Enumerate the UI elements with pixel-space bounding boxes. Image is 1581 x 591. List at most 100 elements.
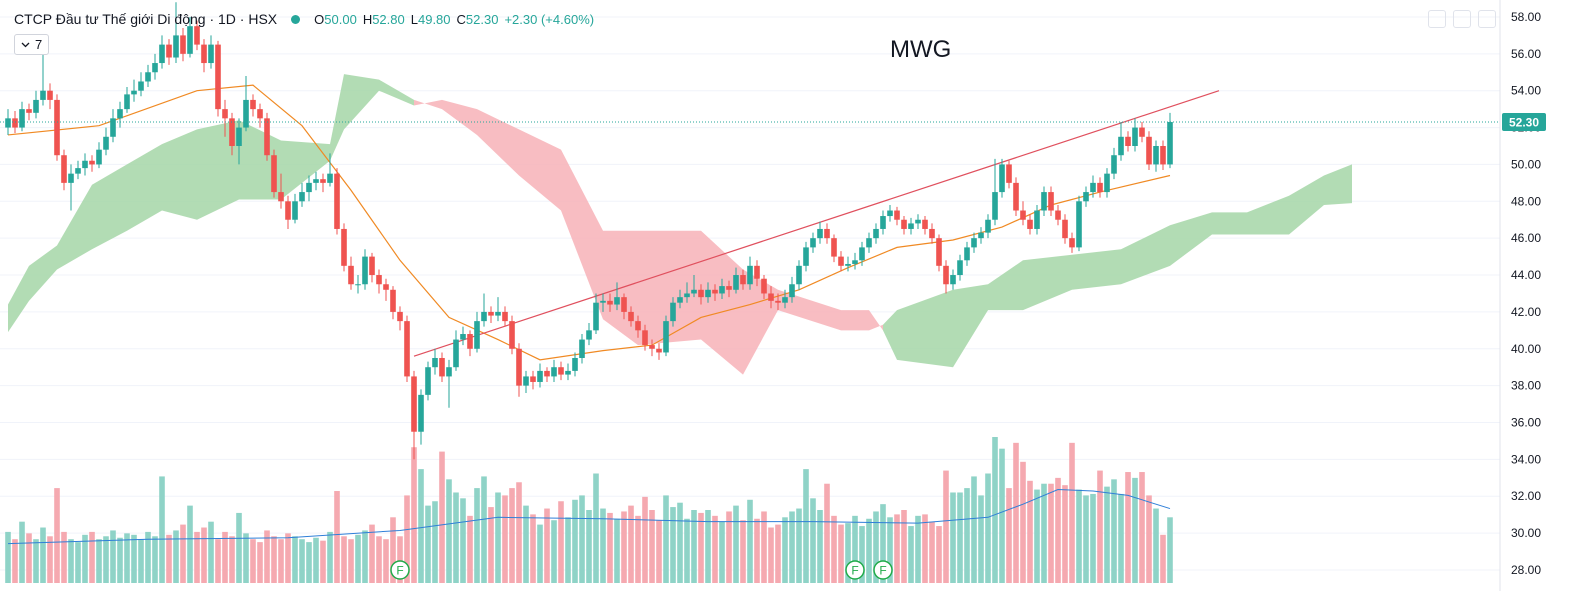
candle-body: [1076, 201, 1082, 248]
candle-body: [1104, 173, 1110, 193]
volume-bar: [1027, 480, 1033, 583]
candle-body: [936, 238, 942, 266]
volume-bar: [327, 531, 333, 583]
volume-bar: [250, 539, 256, 583]
volume-bar: [922, 514, 928, 583]
status-dot: [291, 14, 301, 24]
volume-bar: [670, 507, 676, 583]
cloud-segment: [239, 120, 281, 200]
volume-bar: [1013, 442, 1019, 583]
candle-body: [453, 339, 459, 368]
volume-bar: [761, 511, 767, 583]
candle-body: [957, 260, 963, 276]
volume-bar: [383, 539, 389, 583]
event-marker: [873, 560, 893, 580]
candle-body: [964, 247, 970, 261]
candle-body: [327, 173, 333, 183]
volume-bar: [537, 524, 543, 583]
trendline: [413, 90, 1220, 357]
collapse-button[interactable]: [1453, 10, 1471, 28]
volume-bar: [33, 539, 39, 583]
candle-body: [495, 311, 501, 316]
cloud-segment: [8, 265, 29, 333]
volume-bar: [68, 539, 74, 583]
candle-body: [824, 228, 830, 239]
event-marker-label: F: [879, 564, 886, 578]
scroll-button[interactable]: [1428, 10, 1446, 28]
candle-body: [733, 275, 739, 290]
candle-body: [1013, 182, 1019, 211]
volume-bar: [278, 539, 284, 583]
volume-bar: [915, 515, 921, 583]
volume-bar: [516, 482, 522, 583]
candle-body: [1097, 182, 1103, 193]
volume-bar: [845, 523, 851, 583]
candle-body: [96, 149, 102, 165]
candle-body: [922, 219, 928, 229]
cloud-segment: [883, 310, 897, 360]
volume-bar: [103, 536, 109, 583]
candle-body: [1069, 238, 1075, 248]
candle-body: [600, 300, 606, 303]
volume-bar: [768, 527, 774, 583]
volume-bar: [173, 530, 179, 583]
volume-bar: [600, 508, 606, 583]
candle-body: [1146, 136, 1152, 165]
candle-body: [138, 81, 144, 91]
cloud-segment: [57, 184, 92, 270]
volume-bar: [481, 476, 487, 583]
ohlc-value: 50.00: [324, 11, 357, 27]
legend-bar: CTCP Đầu tư Thế giới Di động · 1D · HSX …: [14, 11, 600, 27]
indicator-toggle[interactable]: 7: [14, 34, 50, 55]
volume-bar: [733, 505, 739, 583]
volume-bar: [404, 495, 410, 583]
candle-body: [509, 321, 515, 349]
cloud-segment: [29, 245, 57, 301]
volume-bar: [950, 492, 956, 583]
candle-body: [488, 311, 494, 316]
volume-bar: [803, 469, 809, 583]
volume-bar: [425, 505, 431, 583]
candle-body: [250, 99, 256, 110]
candle-body: [89, 160, 95, 165]
cloud-segment: [92, 164, 127, 250]
volume-bar: [1076, 489, 1082, 583]
volume-bar: [936, 526, 942, 583]
volume-bar: [810, 498, 816, 583]
cloud-segment: [442, 99, 477, 135]
volume-bar: [180, 524, 186, 583]
volume-bar: [1048, 483, 1054, 583]
volume-bar: [1132, 477, 1138, 583]
volume-bar: [705, 510, 711, 583]
volume-bar: [712, 515, 718, 583]
candle-body: [740, 275, 746, 285]
candle-body: [677, 297, 683, 303]
volume-bar: [1055, 477, 1061, 583]
maximize-button[interactable]: [1478, 10, 1496, 28]
candle-body: [985, 219, 991, 233]
y-tick-label: 48.00: [1511, 194, 1541, 208]
volume-bar: [453, 492, 459, 583]
volume-bar: [544, 508, 550, 583]
candle-body: [719, 286, 725, 294]
y-tick-label: 36.00: [1511, 416, 1541, 430]
last-price-badge: [1502, 113, 1546, 132]
candle-body: [1111, 155, 1117, 174]
candle-body: [1132, 127, 1138, 146]
volume-bar: [852, 515, 858, 583]
volume-bar: [887, 517, 893, 583]
volume-bar: [719, 521, 725, 583]
volume-bar: [1020, 461, 1026, 583]
volume-bar: [390, 517, 396, 583]
volume-bar: [187, 505, 193, 583]
volume-bar: [124, 533, 130, 583]
candle-body: [768, 293, 774, 301]
candle-body: [1055, 210, 1061, 220]
candle-body: [1041, 192, 1047, 211]
volume-bar: [817, 510, 823, 583]
volume-bar: [628, 505, 634, 583]
volume-bar: [306, 542, 312, 583]
candle-body: [579, 339, 585, 358]
candle-body: [425, 367, 431, 395]
